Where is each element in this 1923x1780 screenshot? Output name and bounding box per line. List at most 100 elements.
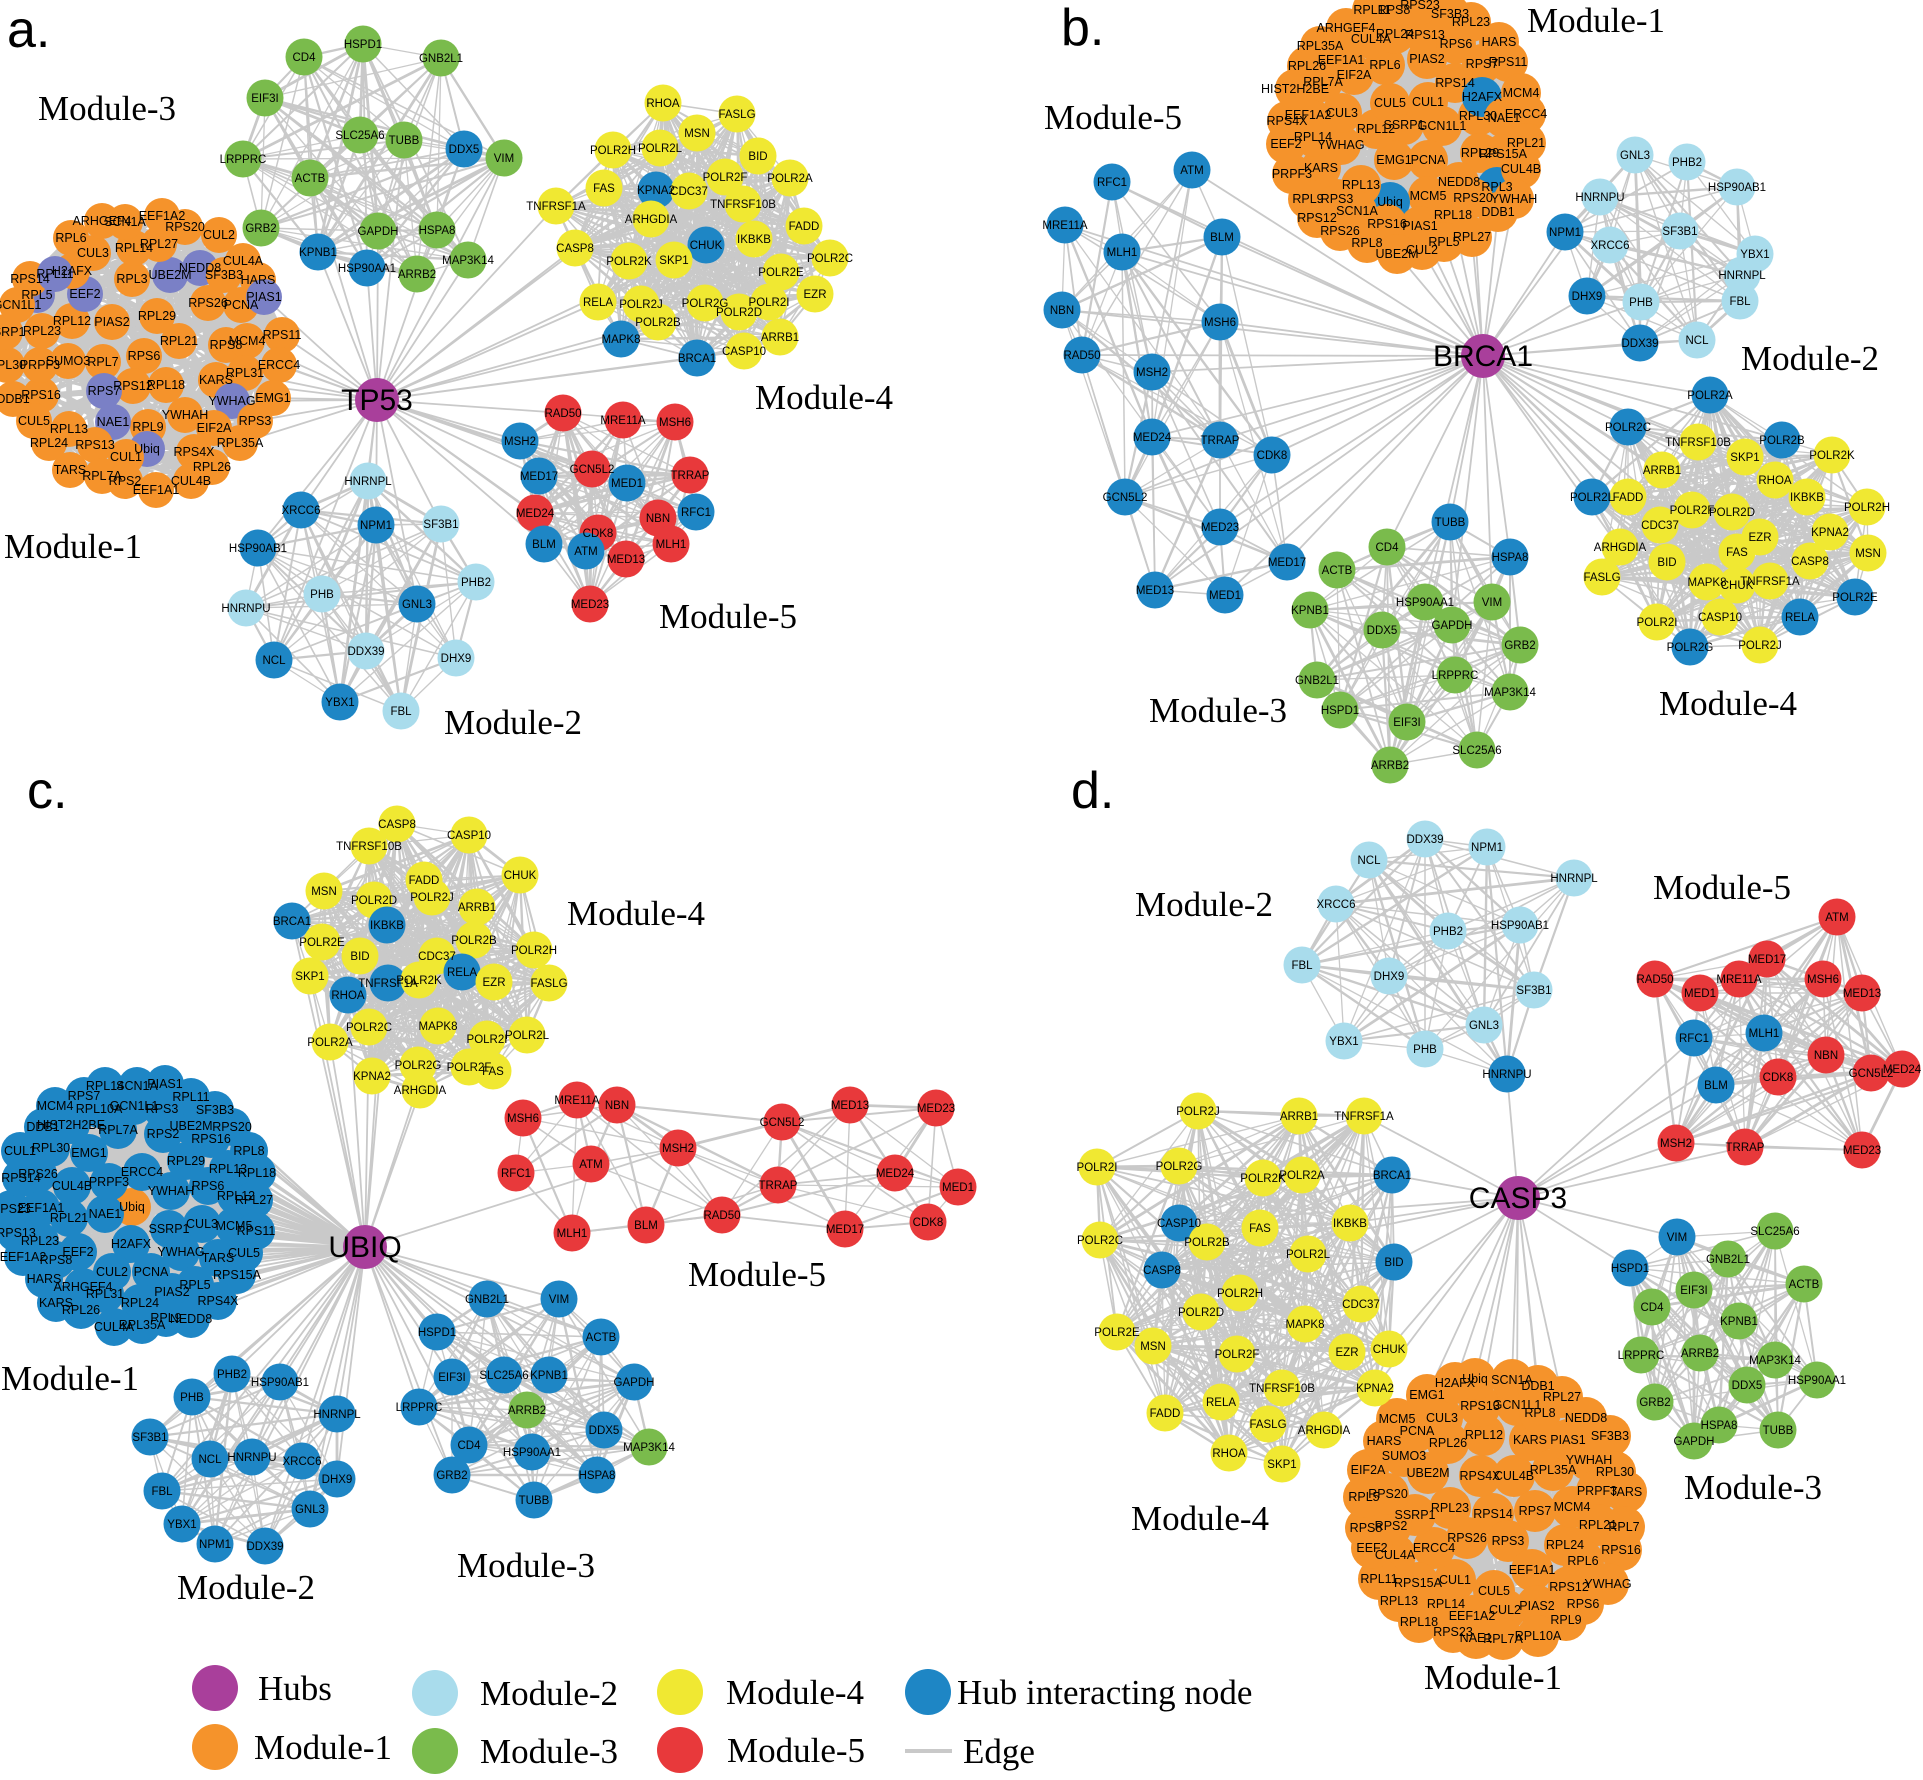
svg-text:ERCC4: ERCC4	[258, 358, 300, 372]
svg-text:RPL21: RPL21	[1507, 136, 1545, 150]
svg-text:TARS: TARS	[202, 1251, 234, 1265]
svg-text:Module-3: Module-3	[38, 89, 176, 128]
svg-text:RPL7A: RPL7A	[82, 469, 122, 483]
svg-text:BLM: BLM	[1704, 1080, 1728, 1092]
svg-text:SF3B3: SF3B3	[205, 268, 243, 282]
svg-text:Hub interacting node: Hub interacting node	[957, 1673, 1252, 1712]
svg-text:LRPPRC: LRPPRC	[220, 154, 267, 166]
svg-text:NBN: NBN	[1814, 1050, 1838, 1062]
svg-text:MRE11A: MRE11A	[1716, 974, 1761, 986]
svg-text:DDB1: DDB1	[26, 1120, 59, 1134]
svg-text:CASP10: CASP10	[1157, 1218, 1201, 1230]
svg-text:RPL12: RPL12	[53, 314, 91, 328]
svg-text:ARHGEF4: ARHGEF4	[72, 214, 131, 228]
svg-text:MCM5: MCM5	[1410, 189, 1447, 203]
svg-text:MSH6: MSH6	[1204, 317, 1236, 329]
svg-text:FADD: FADD	[1150, 1408, 1181, 1420]
svg-text:RPL5: RPL5	[179, 1278, 210, 1292]
svg-text:FBL: FBL	[1291, 960, 1313, 972]
svg-text:RPS15A: RPS15A	[213, 1268, 262, 1282]
svg-text:RPS23: RPS23	[1400, 0, 1440, 12]
svg-text:CD4: CD4	[457, 1440, 481, 1452]
svg-text:HARS: HARS	[1482, 35, 1517, 49]
svg-text:RPL27: RPL27	[1543, 1390, 1581, 1404]
svg-text:YWHAG: YWHAG	[1584, 1577, 1631, 1591]
svg-text:RPL8: RPL8	[233, 1144, 264, 1158]
svg-text:SKP1: SKP1	[659, 255, 688, 267]
svg-text:SSRP1: SSRP1	[0, 325, 26, 339]
svg-text:POLR2C: POLR2C	[1605, 422, 1651, 434]
svg-text:LRPPRC: LRPPRC	[1618, 1350, 1665, 1362]
svg-text:MSH2: MSH2	[662, 1143, 694, 1155]
svg-text:CHUK: CHUK	[504, 870, 537, 882]
svg-text:NCL: NCL	[262, 655, 286, 667]
svg-text:Module-1: Module-1	[4, 527, 142, 566]
svg-text:HNRNPU: HNRNPU	[1575, 192, 1624, 204]
svg-text:POLR2H: POLR2H	[1844, 502, 1890, 514]
svg-text:RPL26: RPL26	[193, 460, 231, 474]
svg-text:EIF2A: EIF2A	[1351, 1463, 1386, 1477]
svg-text:CHUK: CHUK	[1373, 1344, 1406, 1356]
svg-text:FASLG: FASLG	[530, 978, 567, 990]
svg-text:RPL31: RPL31	[226, 366, 264, 380]
svg-text:BLM: BLM	[532, 539, 556, 551]
svg-text:SF3B1: SF3B1	[423, 519, 458, 531]
svg-text:RPS11: RPS11	[263, 328, 302, 342]
svg-text:Ubiq: Ubiq	[1462, 1372, 1488, 1386]
svg-text:RPL6: RPL6	[55, 231, 86, 245]
svg-text:KPNB1: KPNB1	[530, 1370, 568, 1382]
svg-text:PHB: PHB	[310, 589, 334, 601]
svg-text:POLR2J: POLR2J	[619, 299, 662, 311]
svg-text:CUL4B: CUL4B	[1494, 1469, 1534, 1483]
svg-text:GCN5L2: GCN5L2	[1103, 492, 1148, 504]
svg-text:EMG1: EMG1	[1376, 153, 1411, 167]
svg-text:CUL5: CUL5	[228, 1246, 260, 1260]
svg-text:HARS: HARS	[241, 273, 276, 287]
svg-text:Module-4: Module-4	[1659, 684, 1797, 723]
svg-text:POLR2F: POLR2F	[447, 1062, 492, 1074]
svg-text:RPS4X: RPS4X	[1267, 114, 1309, 128]
svg-text:RPS16: RPS16	[1601, 1543, 1641, 1557]
svg-text:PRPF3: PRPF3	[20, 358, 60, 372]
svg-text:FBL: FBL	[151, 1486, 173, 1498]
svg-text:EIF3I: EIF3I	[251, 93, 278, 105]
svg-text:Hubs: Hubs	[258, 1669, 332, 1708]
svg-text:ARHGDIA: ARHGDIA	[1298, 1425, 1351, 1437]
svg-text:KPNB1: KPNB1	[1291, 605, 1329, 617]
svg-text:RPL18: RPL18	[1400, 1615, 1438, 1629]
svg-text:RPL11: RPL11	[36, 267, 73, 281]
svg-text:MRE11A: MRE11A	[554, 1095, 599, 1107]
svg-text:CUL4A: CUL4A	[223, 254, 264, 268]
svg-text:RPS14: RPS14	[1, 1171, 41, 1185]
svg-text:MCM5: MCM5	[216, 1219, 253, 1233]
svg-text:GNL3: GNL3	[402, 599, 432, 611]
svg-text:NPM1: NPM1	[1549, 227, 1581, 239]
svg-text:FAS: FAS	[482, 1066, 504, 1078]
svg-text:POLR2B: POLR2B	[635, 317, 681, 329]
svg-text:PRPF3: PRPF3	[89, 1175, 129, 1189]
svg-text:PIAS2: PIAS2	[1409, 52, 1444, 66]
svg-text:CDK8: CDK8	[913, 1217, 944, 1229]
svg-text:YBX1: YBX1	[1329, 1036, 1358, 1048]
svg-text:GCN1L1: GCN1L1	[1493, 1398, 1542, 1412]
svg-text:UBE2M: UBE2M	[1406, 1466, 1449, 1480]
svg-text:MED24: MED24	[876, 1168, 915, 1180]
svg-text:ARRB1: ARRB1	[1643, 465, 1681, 477]
svg-text:RFC1: RFC1	[501, 1168, 531, 1180]
svg-text:POLR2L: POLR2L	[1570, 492, 1615, 504]
svg-text:EMG1: EMG1	[71, 1146, 106, 1160]
svg-text:GRB2: GRB2	[245, 223, 276, 235]
svg-text:TRRAP: TRRAP	[1201, 435, 1240, 447]
svg-text:GAPDH: GAPDH	[1674, 1436, 1715, 1448]
svg-text:PCNA: PCNA	[1400, 1424, 1435, 1438]
svg-text:MED13: MED13	[831, 1100, 869, 1112]
svg-text:SLC25A6: SLC25A6	[479, 1370, 528, 1382]
svg-text:XRCC6: XRCC6	[1591, 240, 1630, 252]
svg-text:HSPD1: HSPD1	[344, 39, 382, 51]
svg-text:HARS: HARS	[1367, 1434, 1402, 1448]
svg-text:ACTB: ACTB	[1789, 1279, 1820, 1291]
svg-text:LRPPRC: LRPPRC	[1432, 670, 1479, 682]
svg-text:MAPK8: MAPK8	[1688, 577, 1727, 589]
svg-text:SCN1A: SCN1A	[1336, 204, 1378, 218]
svg-text:RPL35A: RPL35A	[217, 436, 264, 450]
